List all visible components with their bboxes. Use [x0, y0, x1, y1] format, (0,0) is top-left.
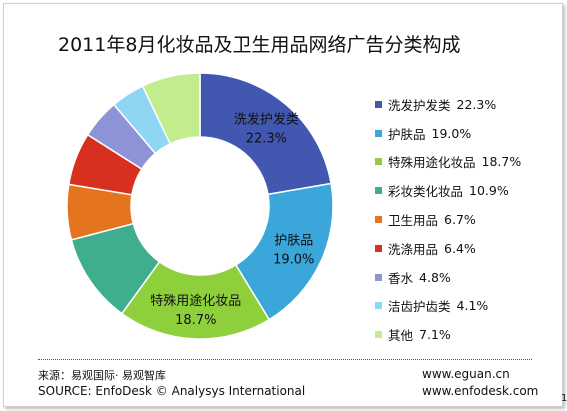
footer-divider — [38, 359, 532, 360]
legend-item-5: 洗涤用品 6.4% — [375, 234, 521, 263]
legend-value: 4.8% — [419, 269, 451, 285]
legend-item-0: 洗发护发类 22.3% — [375, 90, 521, 119]
legend-swatch — [375, 100, 382, 108]
legend-value: 22.3% — [456, 96, 497, 112]
legend-item-1: 护肤品 19.0% — [375, 119, 521, 148]
legend-label: 洗涤用品 — [388, 241, 439, 257]
legend-value: 6.4% — [444, 240, 476, 256]
legend-item-8: 其他 7.1% — [375, 320, 521, 349]
legend-label: 其他 — [388, 328, 414, 344]
legend-value: 4.1% — [456, 298, 489, 314]
legend-label: 洁齿护齿类 — [388, 299, 451, 315]
legend-value: 10.9% — [469, 183, 509, 199]
legend-item-3: 彩妆类化妆品 10.9% — [375, 176, 521, 205]
legend-label: 彩妆类化妆品 — [388, 184, 464, 200]
source-english: SOURCE: EnfoDesk © Analysys Internationa… — [38, 384, 306, 398]
data-label-value-0: 22.3% — [246, 131, 287, 146]
legend-value: 7.1% — [419, 327, 451, 343]
donut-data-labels: 洗发护发类 22.3% 护肤品 19.0% 特殊用途化妆品 18.7% — [150, 111, 314, 328]
legend-label: 特殊用途化妆品 — [388, 155, 476, 171]
legend-label: 护肤品 — [388, 126, 426, 142]
data-label-name-1: 护肤品 — [274, 234, 313, 249]
data-label-value-1: 19.0% — [273, 253, 314, 268]
legend-swatch — [375, 158, 382, 166]
data-label-name-0: 洗发护发类 — [234, 111, 299, 127]
donut-slices — [66, 72, 334, 340]
legend-label: 香水 — [388, 270, 414, 286]
legend-value: 6.7% — [444, 212, 476, 228]
legend-label: 洗发护发类 — [388, 97, 451, 113]
legend-item-7: 洁齿护齿类 4.1% — [375, 292, 521, 321]
data-label-value-2: 18.7% — [175, 313, 216, 328]
data-label-name-2: 特殊用途化妆品 — [150, 293, 241, 309]
legend-swatch — [375, 302, 382, 310]
legend-value: 19.0% — [431, 125, 472, 141]
slice-2 — [120, 260, 271, 340]
slice-1 — [234, 182, 334, 321]
legend-value: 18.7% — [481, 154, 522, 170]
corner-mark: 1 — [561, 393, 567, 404]
legend-swatch — [375, 187, 382, 195]
chart-title: 2011年8月化妆品及卫生用品网络广告分类构成 — [58, 34, 461, 56]
legend-swatch — [375, 331, 382, 339]
legend-label: 卫生用品 — [388, 213, 439, 229]
legend-item-6: 香水 4.8% — [375, 263, 521, 292]
legend-item-4: 卫生用品 6.7% — [375, 205, 521, 234]
source-chinese: 来源：易观国际· 易观智库 — [38, 369, 166, 382]
legend-swatch — [375, 129, 382, 137]
legend-swatch — [375, 216, 382, 224]
url-eguan: www.eguan.cn — [422, 367, 510, 381]
slice-8 — [141, 72, 201, 145]
legend-swatch — [375, 273, 382, 281]
url-enfodesk: www.enfodesk.com — [422, 384, 539, 398]
slice-0 — [199, 72, 332, 196]
chart-legend: 洗发护发类 22.3% 护肤品 19.0% 特殊用途化妆品 18.7% 彩妆类化妆品 10.9… — [375, 90, 521, 349]
legend-item-2: 特殊用途化妆品 18.7% — [375, 148, 521, 177]
legend-swatch — [375, 244, 382, 252]
